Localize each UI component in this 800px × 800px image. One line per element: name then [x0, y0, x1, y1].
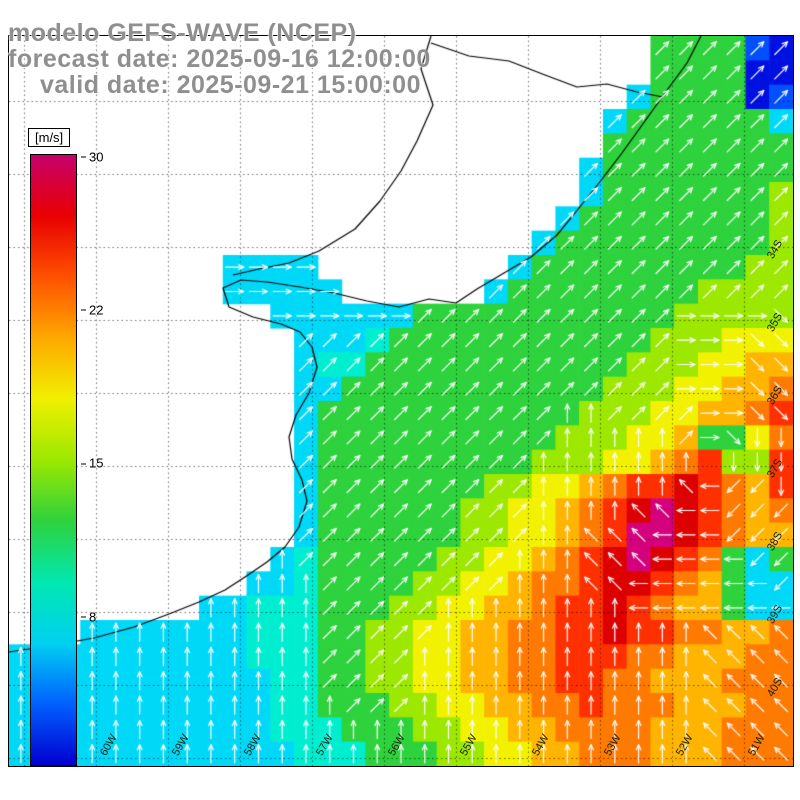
colorbar-units-label: [m/s] [28, 128, 71, 147]
wave-field-canvas [9, 36, 793, 766]
title-block: modelo GEFS-WAVE (NCEP) forecast date: 2… [8, 20, 431, 98]
valid-date-line: valid date: 2025-09-21 15:00:00 [40, 71, 421, 99]
colorbar-tick: 22 [81, 302, 103, 317]
forecast-date-line: forecast date: 2025-09-16 12:00:00 [8, 45, 431, 73]
colorbar: [m/s] 30 22 15 8 [28, 128, 158, 788]
colorbar-gradient [30, 154, 77, 766]
colorbar-tick: 8 [81, 609, 96, 624]
map-frame: 60W 59W 58W 57W 56W 55W 54W 53W 52W 51W 34S 35S 36S 3… [8, 35, 794, 767]
colorbar-tick: 15 [81, 456, 103, 471]
colorbar-tick: 30 [81, 149, 103, 164]
model-title: modelo GEFS-WAVE (NCEP) [8, 19, 357, 47]
colorbar-ticks: 30 22 15 8 [81, 149, 141, 767]
